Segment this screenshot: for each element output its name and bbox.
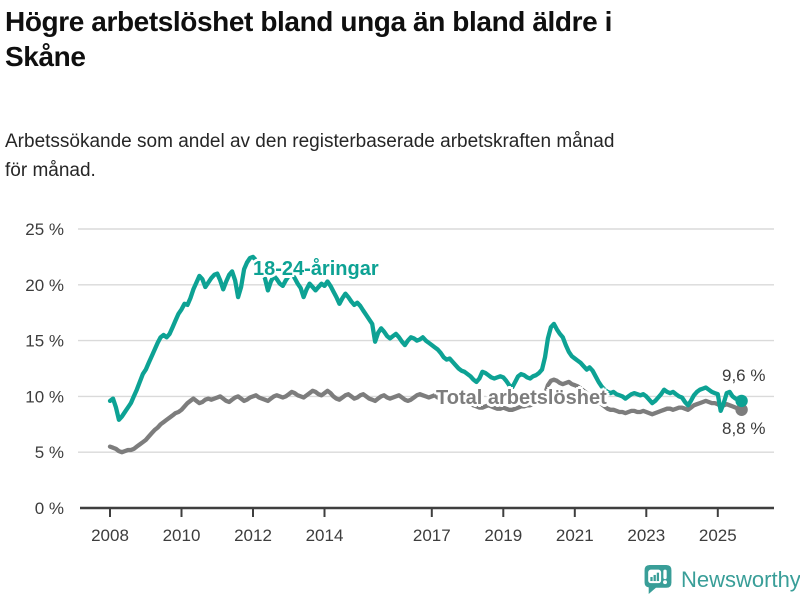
end-dot-total [735,403,748,416]
chart-subtitle-line-2: för månad. [5,160,96,181]
line-chart: 0 % 5 % 10 % 15 % 20 % 25 % 2008 2010 2012 2014 20… [25,220,774,545]
series-line-youth [107,254,744,422]
x-axis-tick-label: 2008 [91,526,129,545]
chart-title-line-1: Högre arbetslöshet bland unga än bland ä… [5,6,613,37]
series-label-total: Total arbetslöshet [436,387,607,409]
y-axis-tick-label: 20 % [25,276,64,295]
end-value-label-total: 8,8 % [722,419,766,438]
y-axis-tick-label: 0 % [35,499,64,518]
x-axis-tick-label: 2017 [413,526,451,545]
x-axis-tick-label: 2021 [556,526,594,545]
end-value-label-youth: 9,6 % [722,366,766,385]
chart-subtitle-line-1: Arbetssökande som andel av den registerb… [5,131,615,152]
chart-title-line-2: Skåne [5,41,86,72]
x-axis-tick-label: 2012 [234,526,272,545]
newsworthy-brand-text: Newsworthy [681,566,800,592]
bar-chart-speech-bubble-icon [644,565,672,594]
x-axis-tick-label: 2010 [163,526,201,545]
chart-title: Högre arbetslöshet bland unga än bland ä… [5,4,785,74]
x-axis-tick-label: 2023 [627,526,665,545]
chart-subtitle: Arbetssökande som andel av den registerb… [5,127,785,185]
newsworthy-logo[interactable]: Newsworthy [643,564,800,595]
y-axis-tick-label: 10 % [25,387,64,406]
x-axis-tick-label: 2025 [699,526,737,545]
series-line-total [107,377,744,455]
end-dot-youth [735,394,748,408]
y-axis-tick-label: 5 % [35,443,64,462]
y-axis-tick-label: 15 % [25,332,64,351]
x-axis-tick-label: 2019 [484,526,522,545]
x-axis-tick-label: 2014 [306,526,344,545]
series-label-youth: 18-24-åringar [253,258,379,280]
y-axis-tick-label: 25 % [25,220,64,239]
